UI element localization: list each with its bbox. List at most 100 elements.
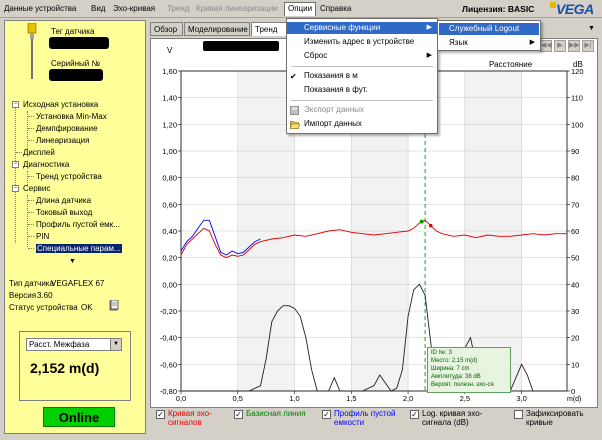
submenu-arrow-icon: ▶	[426, 52, 432, 59]
menu-trend[interactable]: Тренд	[167, 4, 190, 13]
menu-item-import-data[interactable]: Импорт данных	[287, 118, 437, 130]
tab-trend[interactable]: Тренд	[251, 22, 287, 36]
menu-help[interactable]: Справка	[320, 4, 352, 13]
legend-label-freeze: Зафиксировать кривые	[526, 409, 584, 427]
x-tick-label: 1,5	[346, 394, 356, 403]
legend-checkbox-baseline[interactable]: ✓	[234, 410, 243, 419]
tree-line	[28, 116, 34, 117]
menu-item-change-address[interactable]: Изменить адрес в устройстве	[287, 36, 437, 48]
menu-item-units-feet[interactable]: Показания в фут.	[287, 84, 437, 96]
y-left-tick-label: -0,20	[160, 307, 177, 316]
measured-value-panel: Расст. Межфаза ▼ 2,152 m(d)	[19, 331, 131, 401]
rewind-icon[interactable]: ◀◀	[540, 40, 552, 52]
menu-item-service-functions[interactable]: Сервисные функции ▶	[287, 22, 437, 34]
menu-item-label: Показания в фут.	[304, 85, 368, 94]
tree-item-display[interactable]: Дисплей	[23, 148, 55, 157]
echo-marker-dot	[428, 223, 433, 228]
legend-label-empty-profile: Профиль пустой емкости	[334, 409, 396, 427]
tree-item-device-trend[interactable]: Тренд устройства	[36, 172, 102, 181]
menu-item-label: Служебный Logout	[449, 24, 520, 33]
tree-item-min-max[interactable]: Установка Min-Max	[36, 112, 107, 121]
play-icon[interactable]: ▶	[554, 40, 566, 52]
collapse-icon[interactable]: −	[12, 101, 19, 108]
tree-item-special-params[interactable]: Специальные парам...	[36, 244, 122, 253]
menu-item-label: Язык	[449, 38, 468, 47]
vega-logo: VEGA	[550, 1, 600, 17]
menu-item-label: Импорт данных	[304, 119, 362, 128]
tree-item-initial-setup[interactable]: Исходная установка	[23, 100, 99, 109]
y-left-tick-label: 1,60	[162, 67, 177, 76]
sensor-device-icon	[27, 23, 37, 79]
measurement-select[interactable]: Расст. Межфаза ▼	[26, 338, 122, 351]
menu-view[interactable]: Вид	[91, 4, 106, 13]
tree-item-pin[interactable]: PIN	[36, 232, 50, 241]
tag-value-redacted	[49, 37, 109, 49]
collapse-icon[interactable]: −	[12, 161, 19, 168]
legend-checkbox-empty-profile[interactable]: ✓	[322, 410, 331, 419]
chevron-down-icon[interactable]: ▼	[588, 25, 595, 32]
license-label: Лицензия: BASIC	[462, 4, 535, 14]
menu-item-reset[interactable]: Сброс ▶	[287, 50, 437, 62]
fast-forward-icon[interactable]: ▶▶	[568, 40, 580, 52]
x-tick-label: 0,0	[176, 394, 186, 403]
menu-item-label: Показания в м	[304, 71, 358, 80]
book-icon[interactable]	[109, 300, 119, 311]
collapse-icon[interactable]: −	[12, 185, 19, 192]
menu-item-export-data[interactable]: Экспорт данных	[287, 104, 437, 116]
x-tick-label: 2,5	[460, 394, 470, 403]
y-right-tick-label: 10	[571, 360, 579, 369]
version-value: 3.60	[37, 291, 53, 300]
y-left-tick-label: 0,20	[162, 254, 177, 263]
skip-end-icon[interactable]: ▶|	[582, 40, 594, 52]
y-right-tick-label: 0	[571, 387, 575, 396]
tree-line	[28, 248, 34, 249]
tree-line	[27, 195, 28, 247]
tree-item-current-output[interactable]: Токовый выход	[36, 208, 93, 217]
y-right-tick-label: 70	[571, 200, 579, 209]
legend-checkbox-echo[interactable]: ✓	[156, 410, 165, 419]
tree-line	[27, 171, 28, 185]
chevron-down-icon[interactable]: ▼	[110, 339, 121, 350]
menu-item-label: Экспорт данных	[304, 105, 364, 114]
y-left-tick-label: 1,20	[162, 120, 177, 129]
tree-item-diagnostics[interactable]: Диагностика	[23, 160, 70, 169]
menu-item-service-logout[interactable]: Служебный Logout	[439, 23, 539, 35]
chart-title-redacted	[203, 41, 279, 51]
legend-checkbox-log-curve[interactable]: ✓	[410, 410, 419, 419]
device-type-value: VEGAFLEX 67	[51, 279, 105, 288]
menu-tree: − Исходная установка Установка Min-Max Д…	[11, 99, 145, 259]
echo-marker-dot	[419, 219, 424, 224]
series-line-1	[180, 219, 261, 256]
y-right-tick-label: 120	[571, 67, 584, 76]
right-axis-unit: dB	[573, 60, 583, 69]
menu-item-units-meters[interactable]: ✔ Показания в м	[287, 70, 437, 82]
legend-checkbox-freeze[interactable]	[514, 410, 523, 419]
menu-linearization-curve[interactable]: Кривая линеаризации	[196, 4, 278, 13]
tree-item-linearization[interactable]: Линеаризация	[36, 136, 90, 145]
folder-open-icon	[290, 121, 300, 129]
menu-item-label: Сброс	[304, 51, 328, 60]
menu-separator	[291, 100, 433, 101]
x-tick-label: 0,5	[233, 394, 243, 403]
tree-item-damping[interactable]: Демпфирование	[36, 124, 98, 133]
menu-item-language[interactable]: Язык ▶	[439, 37, 539, 49]
tree-line	[28, 236, 34, 237]
menu-options[interactable]: Опции	[284, 2, 317, 16]
menu-echo-curve[interactable]: Эхо-кривая	[113, 4, 156, 13]
tree-item-empty-profile[interactable]: Профиль пустой емк...	[36, 220, 120, 229]
tree-line	[15, 107, 16, 243]
series-line-0	[180, 219, 567, 259]
tree-item-service[interactable]: Сервис	[23, 184, 51, 193]
axes: 1,601,401,201,000,800,600,400,200,00-0,2…	[160, 67, 584, 403]
echo-marker-info: ID №: 3 Место: 2,15 m(d) Ширина: 7 cm Ам…	[427, 347, 511, 393]
tab-overview[interactable]: Обзор	[150, 22, 183, 36]
menu-device-data[interactable]: Данные устройства	[4, 4, 77, 13]
x-tick-label: 2,0	[403, 394, 413, 403]
y-right-tick-label: 30	[571, 307, 579, 316]
marker-info-line: Амплитуда: 38 dB	[431, 374, 481, 380]
logo-accent-mark	[550, 2, 556, 8]
tab-simulation[interactable]: Моделирование	[184, 22, 250, 36]
distance-header: Расстояние	[489, 60, 533, 69]
tree-item-probe-length[interactable]: Длина датчика	[36, 196, 92, 205]
scroll-down-arrow-icon[interactable]: ▼	[69, 258, 76, 265]
